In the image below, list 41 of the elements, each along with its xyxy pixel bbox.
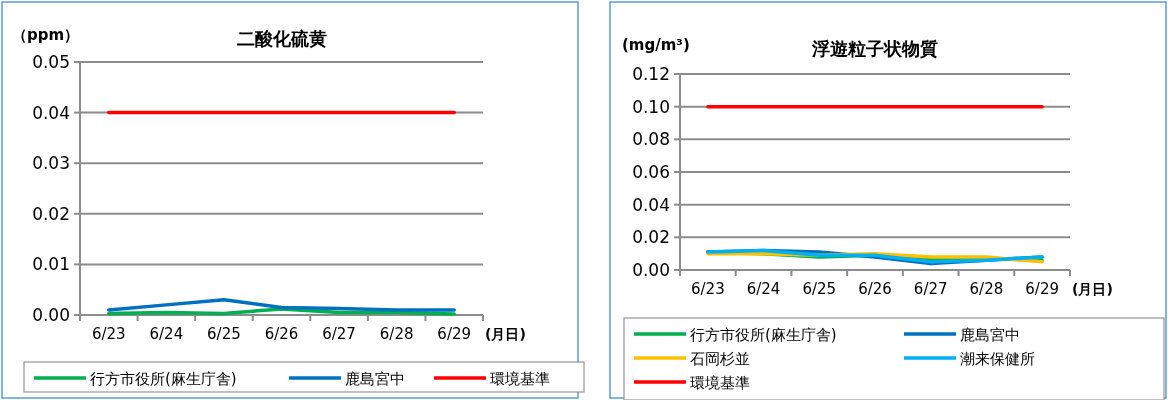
legend-label: 環境基準 xyxy=(490,370,550,388)
legend-label: 鹿島宮中 xyxy=(345,370,405,388)
legend-label: 石岡杉並 xyxy=(690,350,750,368)
x-tick-label: 6/26 xyxy=(264,325,299,343)
legend-label: 環境基準 xyxy=(690,374,750,392)
y-tick-label: 0.03 xyxy=(32,153,70,174)
x-axis-title: (月日) xyxy=(485,326,526,342)
legend-label: 行方市役所(麻生庁舎) xyxy=(90,370,237,388)
y-tick-label: 0.08 xyxy=(632,129,670,150)
x-tick-label: 6/28 xyxy=(969,280,1004,298)
x-tick-label: 6/27 xyxy=(322,325,356,343)
legend-label: 行方市役所(麻生庁舎) xyxy=(690,326,837,344)
chart-title: 二酸化硫黄 xyxy=(236,28,327,49)
x-tick-label: 6/29 xyxy=(1025,280,1059,298)
y-tick-label: 0.04 xyxy=(632,194,670,215)
y-tick-label: 0.02 xyxy=(632,227,670,248)
x-tick-label: 6/25 xyxy=(207,325,241,343)
x-tick-label: 6/26 xyxy=(858,280,892,298)
x-tick-label: 6/28 xyxy=(379,325,414,343)
y-tick-label: 0.06 xyxy=(632,162,670,182)
x-tick-label: 6/23 xyxy=(91,325,126,343)
x-axis-title: (月日) xyxy=(1072,281,1113,297)
y-axis-title: (mg/m³) xyxy=(622,36,690,54)
y-axis-title: （ppm） xyxy=(12,26,80,44)
x-tick-label: 6/25 xyxy=(802,280,837,298)
x-tick-label: 6/27 xyxy=(913,280,948,298)
x-tick-label: 6/24 xyxy=(149,325,184,343)
y-tick-label: 0.02 xyxy=(32,203,70,224)
y-tick-label: 0.10 xyxy=(632,96,670,117)
y-tick-label: 0.04 xyxy=(32,102,70,123)
legend-label: 鹿島宮中 xyxy=(960,326,1020,344)
y-tick-label: 0.12 xyxy=(632,64,670,84)
x-tick-label: 6/29 xyxy=(437,325,472,343)
y-tick-label: 0.05 xyxy=(32,52,70,72)
legend-label: 潮来保健所 xyxy=(960,350,1035,368)
y-tick-label: 0.00 xyxy=(32,305,70,325)
y-tick-label: 0.01 xyxy=(32,254,70,275)
chart-title: 浮遊粒子状物質 xyxy=(811,38,938,59)
x-tick-label: 6/24 xyxy=(746,280,781,298)
y-tick-label: 0.00 xyxy=(632,260,670,280)
x-tick-label: 6/23 xyxy=(691,280,725,298)
